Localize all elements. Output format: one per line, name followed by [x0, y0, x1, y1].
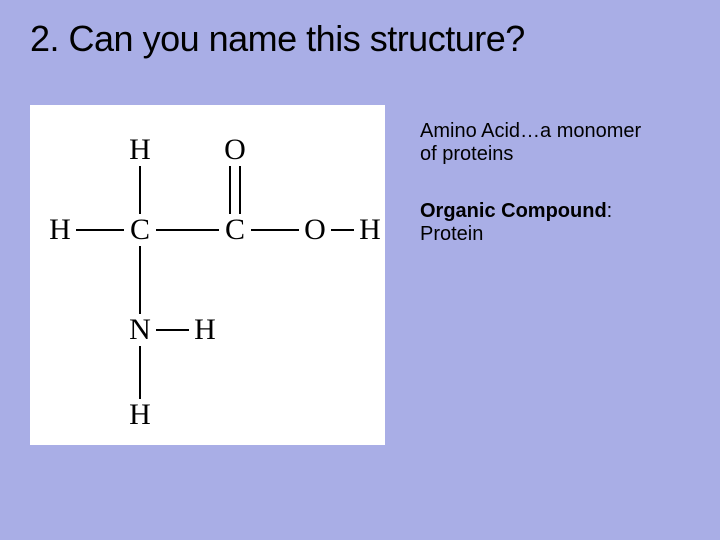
atom-O_top: O	[224, 133, 246, 166]
atom-C1: C	[130, 213, 150, 246]
slide-title: 2. Can you name this structure?	[30, 18, 525, 60]
compound-label: Organic Compound	[420, 200, 607, 222]
slide: 2. Can you name this structure? HOHCCOHN…	[0, 0, 720, 540]
compound-value: Protein	[420, 223, 690, 246]
chemical-structure-diagram: HOHCCOHNHH	[30, 105, 385, 445]
compound-text: Organic Compound: Protein	[420, 200, 690, 246]
atom-H_nh: H	[194, 313, 216, 346]
compound-colon: :	[607, 200, 613, 222]
atom-H_right: H	[359, 213, 381, 246]
answer-line2: of proteins	[420, 143, 690, 166]
structure-svg: HOHCCOHNHH	[30, 105, 385, 445]
atom-C2: C	[225, 213, 245, 246]
atom-H_left: H	[49, 213, 71, 246]
atom-N: N	[129, 313, 151, 346]
atom-H_bot: H	[129, 398, 151, 431]
atom-H_top: H	[129, 133, 151, 166]
atom-O_right: O	[304, 213, 326, 246]
answer-text: Amino Acid…a monomer of proteins	[420, 120, 690, 166]
answer-line1: Amino Acid…a monomer	[420, 120, 690, 143]
